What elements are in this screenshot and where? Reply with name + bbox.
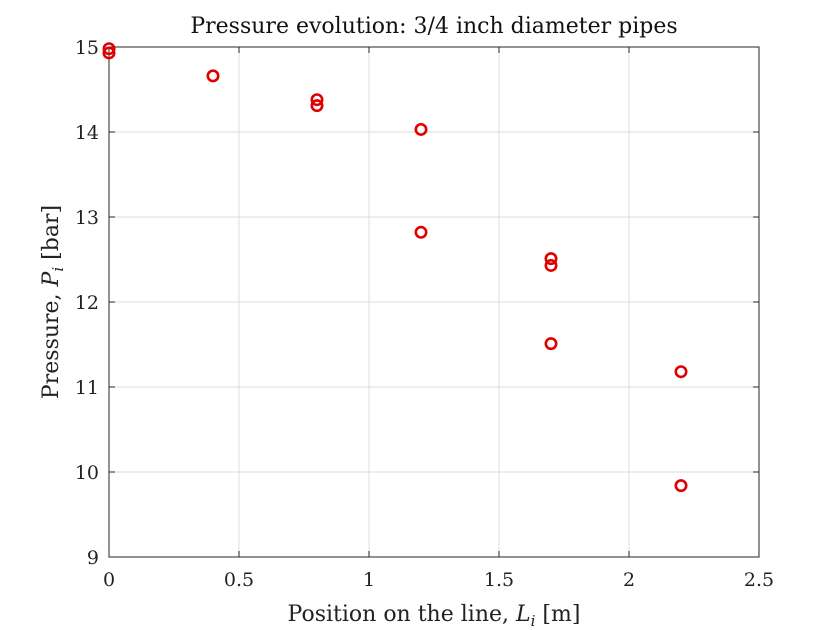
x-tick-label: 0.5 <box>224 569 254 591</box>
y-tick-label: 14 <box>75 122 99 144</box>
data-point <box>414 225 428 239</box>
y-tick-labels: 9 10 11 12 13 14 15 <box>75 37 99 569</box>
data-point <box>414 122 428 136</box>
data-point <box>544 337 558 351</box>
x-tick-label: 2 <box>623 569 635 591</box>
data-point <box>544 258 558 272</box>
x-axis-label-text: Position on the line, <box>288 602 516 627</box>
y-tick-label: 11 <box>75 377 99 399</box>
x-tick-label: 1 <box>363 569 375 591</box>
y-tick-label: 12 <box>75 292 99 314</box>
x-axis-label-unit: [m] <box>535 602 580 627</box>
y-tick-label: 15 <box>75 37 99 59</box>
y-axis-label-symbol: P <box>39 270 64 287</box>
x-tick-label: 0 <box>103 569 115 591</box>
x-axis-label: Position on the line, Li [m] <box>288 602 581 630</box>
y-tick-label: 10 <box>75 462 99 484</box>
y-tick-label: 9 <box>87 547 99 569</box>
y-axis-label-subscript: i <box>49 267 67 272</box>
chart-title: Pressure evolution: 3/4 inch diameter pi… <box>190 14 677 39</box>
y-axis-label-text: Pressure, <box>39 286 64 399</box>
data-point <box>102 46 116 60</box>
data-point <box>674 365 688 379</box>
x-axis-label-subscript: i <box>531 612 536 630</box>
data-point <box>206 69 220 83</box>
x-tick-labels: 0 0.5 1 1.5 2 2.5 <box>103 569 774 591</box>
x-tick-label: 2.5 <box>744 569 774 591</box>
x-axis-label-symbol: L <box>515 602 531 627</box>
y-axis-label-unit: [bar] <box>39 205 64 267</box>
data-point <box>674 479 688 493</box>
data-point <box>310 99 324 113</box>
data-point <box>102 42 116 56</box>
data-points <box>102 42 688 493</box>
tick-marks <box>108 46 760 558</box>
x-tick-label: 1.5 <box>484 569 514 591</box>
data-point <box>544 252 558 266</box>
grid-lines <box>109 47 759 557</box>
y-axis-label: Pressure, Pi [bar] <box>39 205 67 399</box>
data-point <box>310 93 324 107</box>
y-tick-label: 13 <box>75 207 99 229</box>
